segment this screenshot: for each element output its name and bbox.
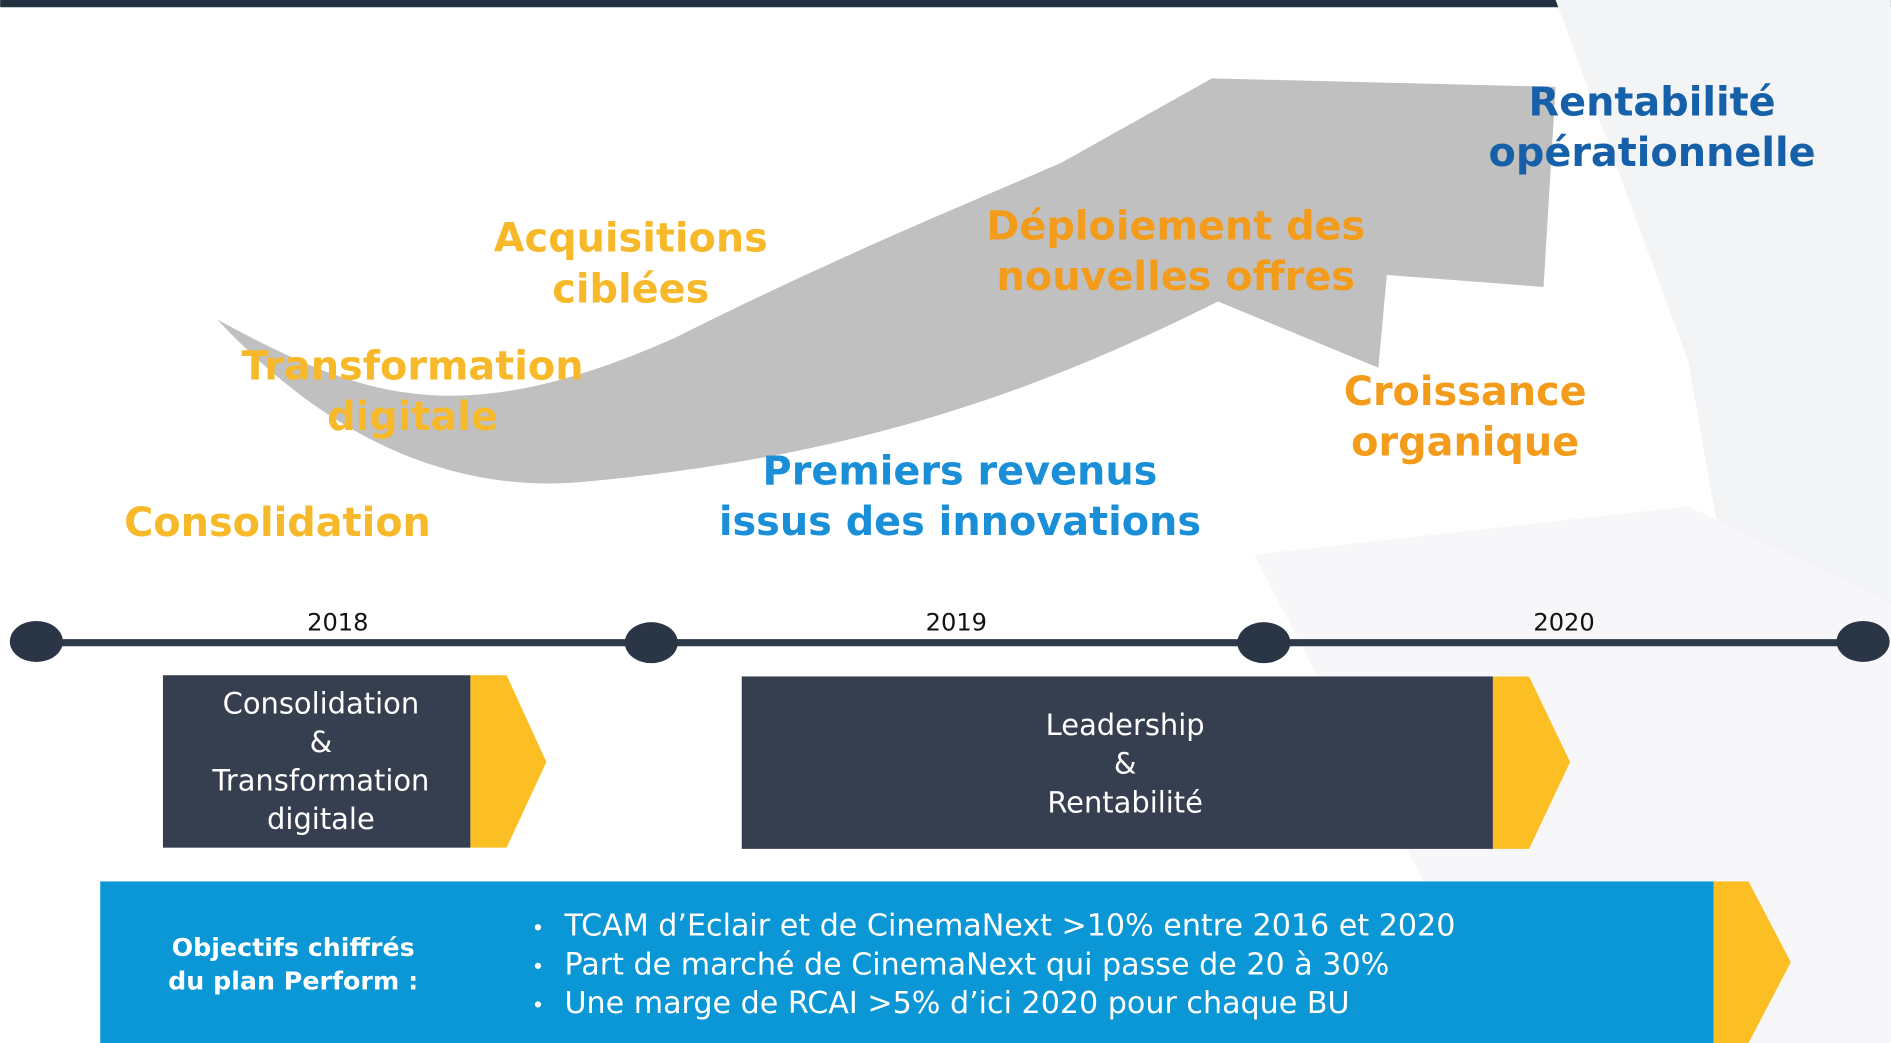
milestone-label: organique bbox=[1351, 419, 1579, 465]
milestone-label: Acquisitions bbox=[494, 216, 768, 262]
milestone-label: Premiers revenus bbox=[763, 448, 1158, 494]
milestone-label: Déploiement des bbox=[986, 204, 1365, 250]
timeline-node bbox=[9, 620, 63, 662]
phase-label: & bbox=[310, 725, 333, 759]
phase-label: Consolidation bbox=[223, 686, 420, 720]
objective-bullet: Part de marché de CinemaNext qui passe d… bbox=[564, 947, 1389, 982]
objective-bullet: Une marge de RCAI >5% d’ici 2020 pour ch… bbox=[564, 986, 1349, 1021]
objective-bullet: TCAM d’Eclair et de CinemaNext >10% entr… bbox=[563, 909, 1455, 944]
milestone-label: Transformation bbox=[241, 343, 583, 389]
timeline-node bbox=[1237, 622, 1291, 664]
bullet-dot bbox=[534, 1001, 542, 1008]
year-label: 2020 bbox=[1533, 608, 1594, 636]
objectives-title: du plan Perform : bbox=[168, 966, 418, 996]
phase-box bbox=[741, 676, 1493, 849]
phase-label: Leadership bbox=[1046, 708, 1205, 742]
phase-label: Transformation bbox=[211, 764, 429, 798]
phase-chevron bbox=[470, 675, 547, 848]
bullet-dot bbox=[534, 924, 542, 931]
year-label: 2018 bbox=[307, 608, 368, 636]
objectives-chevron bbox=[1713, 881, 1791, 1043]
phase-label: digitale bbox=[267, 802, 375, 836]
phase-label: Rentabilité bbox=[1047, 785, 1203, 819]
timeline-node bbox=[624, 622, 678, 664]
top-bar bbox=[0, 0, 1891, 8]
phase-label: & bbox=[1114, 747, 1137, 781]
phase-chevron bbox=[1492, 676, 1571, 849]
phase-box bbox=[162, 675, 471, 848]
timeline-nodes bbox=[9, 620, 1890, 664]
milestone-label: Rentabilité bbox=[1528, 79, 1775, 125]
bullet-dot bbox=[534, 962, 542, 969]
timeline-node bbox=[1836, 620, 1890, 662]
milestone-label: nouvelles offres bbox=[997, 254, 1356, 300]
milestone-label: opérationnelle bbox=[1489, 130, 1816, 176]
growth-arrow bbox=[217, 78, 1556, 484]
milestone-label: Croissance bbox=[1344, 369, 1587, 415]
year-label: 2019 bbox=[926, 608, 987, 636]
milestone-label: Consolidation bbox=[124, 500, 431, 546]
milestone-label: ciblées bbox=[552, 266, 709, 312]
objectives-box bbox=[100, 881, 1714, 1043]
milestone-label: issus des innovations bbox=[719, 499, 1201, 545]
milestone-label: digitale bbox=[327, 394, 498, 440]
objectives-title: Objectifs chiffrés bbox=[172, 932, 415, 962]
